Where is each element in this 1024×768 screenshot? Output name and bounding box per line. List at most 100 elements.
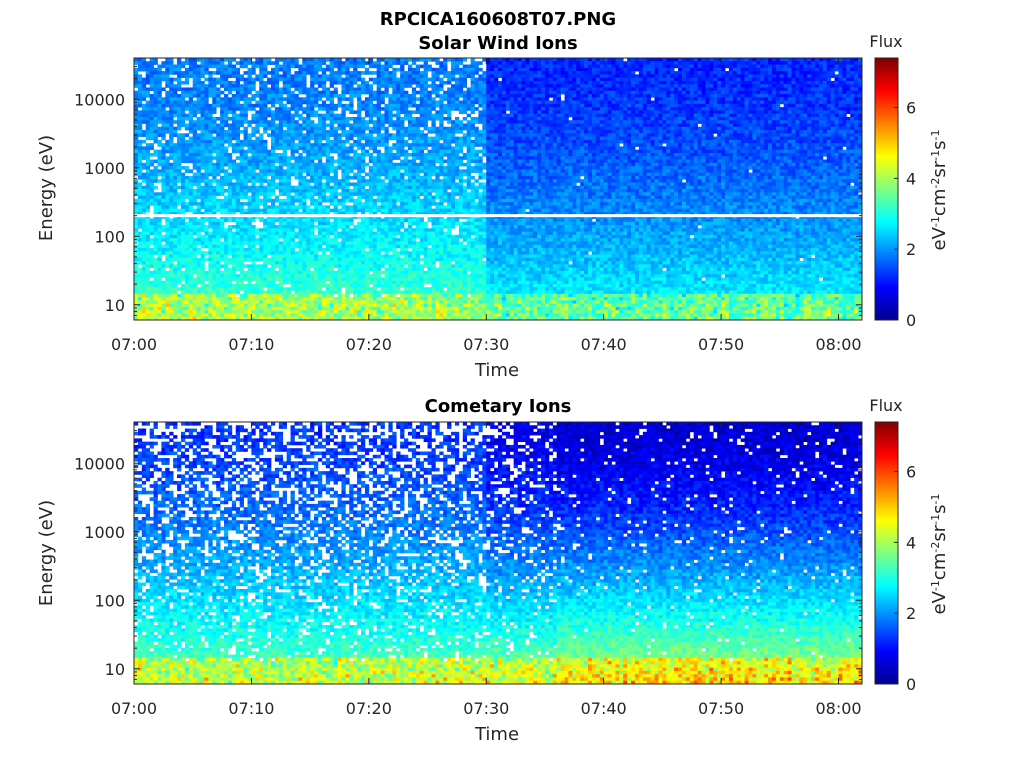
heatmap-cell [330,199,334,203]
heatmap-cell [302,284,306,288]
heatmap-cell [306,196,310,200]
heatmap-cell [302,160,306,164]
heatmap-cell [404,202,408,206]
heatmap-cell [396,196,400,200]
heatmap-cell [349,297,353,301]
heatmap-cell [357,61,361,65]
heatmap-cell [291,146,295,150]
heatmap-cell [310,277,314,281]
heatmap-cell [349,71,353,75]
heatmap-cell [251,78,255,82]
heatmap-cell [150,81,154,85]
heatmap-cell [310,61,314,65]
heatmap-cell [197,137,201,141]
heatmap-cell [208,271,212,275]
heatmap-cell [189,61,193,65]
heatmap-cell [255,264,259,268]
heatmap-cell [240,310,244,314]
heatmap-cell [271,173,275,177]
heatmap-cell [138,81,142,85]
heatmap-cell [392,163,396,167]
heatmap-cell [283,179,287,183]
heatmap-cell [244,179,248,183]
heatmap-cell [322,196,326,200]
heatmap-cell [283,65,287,69]
heatmap-cell [365,140,369,144]
heatmap-cell [381,163,385,167]
heatmap-cell [216,248,220,252]
heatmap-cell [248,179,252,183]
heatmap-cell [248,97,252,101]
heatmap-cell [134,304,138,308]
heatmap-cell [212,58,216,62]
heatmap-cell [322,189,326,193]
heatmap-cell [154,238,158,242]
heatmap-cell [193,222,197,226]
heatmap-cell [338,264,342,268]
heatmap-cell [142,258,146,262]
heatmap-cell [271,94,275,98]
heatmap-cell [220,97,224,101]
heatmap-cell [259,291,263,295]
heatmap-cell [381,107,385,111]
heatmap-cell [322,169,326,173]
heatmap-cell [197,228,201,232]
heatmap-cell [298,68,302,72]
heatmap-cell [142,173,146,177]
heatmap-cell [275,101,279,105]
heatmap-cell [224,281,228,285]
heatmap-cell [283,61,287,65]
heatmap-cell [353,150,357,154]
heatmap-cell [291,248,295,252]
heatmap-cell [228,304,232,308]
heatmap-cell [173,189,177,193]
heatmap-cell [146,202,150,206]
heatmap-cell [251,127,255,131]
heatmap-cell [134,199,138,203]
heatmap-cell [267,304,271,308]
heatmap-cell [357,251,361,255]
heatmap-cell [279,245,283,249]
heatmap-cell [271,166,275,170]
heatmap-cell [377,245,381,249]
heatmap-cell [400,222,404,226]
heatmap-cell [204,182,208,186]
heatmap-cell [384,130,388,134]
heatmap-cell [392,205,396,209]
heatmap-cell [204,232,208,236]
heatmap-cell [208,205,212,209]
heatmap-cell [263,91,267,95]
heatmap-cell [224,179,228,183]
heatmap-cell [232,81,236,85]
heatmap-cell [240,287,244,291]
heatmap-cell [298,74,302,78]
heatmap-cell [310,133,314,137]
heatmap-cell [287,261,291,265]
heatmap-cell [271,261,275,265]
heatmap-cell [154,120,158,124]
heatmap-cell [279,133,283,137]
heatmap-cell [240,255,244,259]
heatmap-cell [384,107,388,111]
heatmap-cell [220,166,224,170]
heatmap-cell [177,294,181,298]
heatmap-cell [392,297,396,301]
heatmap-cell [365,218,369,222]
heatmap-cell [302,281,306,285]
heatmap-cell [357,313,361,317]
heatmap-cell [212,199,216,203]
heatmap-cell [165,304,169,308]
heatmap-cell [318,192,322,196]
heatmap-cell [193,192,197,196]
heatmap-cell [134,137,138,141]
heatmap-cell [201,127,205,131]
heatmap-cell [169,107,173,111]
heatmap-cell [189,140,193,144]
heatmap-cell [279,68,283,72]
heatmap-cell [349,228,353,232]
heatmap-cell [212,137,216,141]
heatmap-cell [381,241,385,245]
heatmap-cell [212,124,216,128]
heatmap-cell [287,71,291,75]
heatmap-cell [251,153,255,157]
